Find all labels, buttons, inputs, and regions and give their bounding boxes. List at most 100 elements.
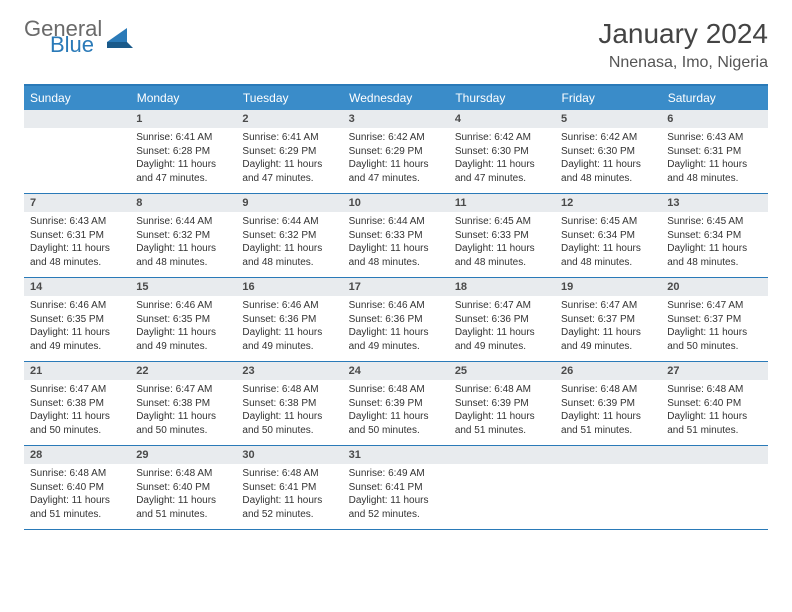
calendar-day-cell: 27Sunrise: 6:48 AMSunset: 6:40 PMDayligh… <box>661 362 767 446</box>
sunrise-line: Sunrise: 6:45 AM <box>667 215 761 229</box>
sunrise-line: Sunrise: 6:48 AM <box>242 383 336 397</box>
day-content: Sunrise: 6:44 AMSunset: 6:33 PMDaylight:… <box>343 212 449 277</box>
sunrise-line: Sunrise: 6:45 AM <box>561 215 655 229</box>
day-content: Sunrise: 6:46 AMSunset: 6:35 PMDaylight:… <box>24 296 130 361</box>
day-number: 28 <box>24 446 130 464</box>
day-content: Sunrise: 6:43 AMSunset: 6:31 PMDaylight:… <box>661 128 767 193</box>
daylight-line: Daylight: 11 hours and 47 minutes. <box>455 158 549 185</box>
logo-word-blue: Blue <box>50 34 102 56</box>
sunset-line: Sunset: 6:38 PM <box>242 397 336 411</box>
calendar-day-cell: 8Sunrise: 6:44 AMSunset: 6:32 PMDaylight… <box>130 194 236 278</box>
day-content: Sunrise: 6:48 AMSunset: 6:41 PMDaylight:… <box>236 464 342 529</box>
sunset-line: Sunset: 6:39 PM <box>455 397 549 411</box>
sunrise-line: Sunrise: 6:48 AM <box>30 467 124 481</box>
daylight-line: Daylight: 11 hours and 51 minutes. <box>136 494 230 521</box>
calendar-day-cell: 19Sunrise: 6:47 AMSunset: 6:37 PMDayligh… <box>555 278 661 362</box>
calendar-empty-cell <box>555 446 661 530</box>
daylight-line: Daylight: 11 hours and 47 minutes. <box>349 158 443 185</box>
day-number: 2 <box>236 110 342 128</box>
calendar-day-cell: 15Sunrise: 6:46 AMSunset: 6:35 PMDayligh… <box>130 278 236 362</box>
sunrise-line: Sunrise: 6:47 AM <box>561 299 655 313</box>
sunrise-line: Sunrise: 6:44 AM <box>242 215 336 229</box>
calendar-day-cell: 7Sunrise: 6:43 AMSunset: 6:31 PMDaylight… <box>24 194 130 278</box>
calendar-day-cell: 21Sunrise: 6:47 AMSunset: 6:38 PMDayligh… <box>24 362 130 446</box>
sunset-line: Sunset: 6:41 PM <box>242 481 336 495</box>
day-number: 23 <box>236 362 342 380</box>
day-content: Sunrise: 6:48 AMSunset: 6:38 PMDaylight:… <box>236 380 342 445</box>
calendar-day-cell: 29Sunrise: 6:48 AMSunset: 6:40 PMDayligh… <box>130 446 236 530</box>
sunrise-line: Sunrise: 6:44 AM <box>349 215 443 229</box>
daylight-line: Daylight: 11 hours and 50 minutes. <box>30 410 124 437</box>
sunrise-line: Sunrise: 6:44 AM <box>136 215 230 229</box>
weekday-header: Thursday <box>449 85 555 110</box>
day-number: 31 <box>343 446 449 464</box>
daylight-line: Daylight: 11 hours and 50 minutes. <box>136 410 230 437</box>
calendar-day-cell: 5Sunrise: 6:42 AMSunset: 6:30 PMDaylight… <box>555 110 661 194</box>
sunrise-line: Sunrise: 6:47 AM <box>667 299 761 313</box>
title-block: January 2024 Nnenasa, Imo, Nigeria <box>598 18 768 72</box>
day-number <box>24 110 130 128</box>
calendar-day-cell: 31Sunrise: 6:49 AMSunset: 6:41 PMDayligh… <box>343 446 449 530</box>
calendar-week-row: 7Sunrise: 6:43 AMSunset: 6:31 PMDaylight… <box>24 194 768 278</box>
day-number: 13 <box>661 194 767 212</box>
sunset-line: Sunset: 6:31 PM <box>30 229 124 243</box>
weekday-header-row: SundayMondayTuesdayWednesdayThursdayFrid… <box>24 85 768 110</box>
day-number: 6 <box>661 110 767 128</box>
sunset-line: Sunset: 6:31 PM <box>667 145 761 159</box>
sunrise-line: Sunrise: 6:48 AM <box>455 383 549 397</box>
day-content: Sunrise: 6:48 AMSunset: 6:40 PMDaylight:… <box>661 380 767 445</box>
day-content: Sunrise: 6:44 AMSunset: 6:32 PMDaylight:… <box>130 212 236 277</box>
calendar-empty-cell <box>24 110 130 194</box>
calendar-day-cell: 28Sunrise: 6:48 AMSunset: 6:40 PMDayligh… <box>24 446 130 530</box>
sunrise-line: Sunrise: 6:45 AM <box>455 215 549 229</box>
sunset-line: Sunset: 6:40 PM <box>136 481 230 495</box>
day-number: 17 <box>343 278 449 296</box>
day-content: Sunrise: 6:48 AMSunset: 6:40 PMDaylight:… <box>24 464 130 529</box>
calendar-day-cell: 23Sunrise: 6:48 AMSunset: 6:38 PMDayligh… <box>236 362 342 446</box>
logo: General Blue <box>24 18 135 56</box>
calendar-day-cell: 25Sunrise: 6:48 AMSunset: 6:39 PMDayligh… <box>449 362 555 446</box>
calendar-day-cell: 9Sunrise: 6:44 AMSunset: 6:32 PMDaylight… <box>236 194 342 278</box>
day-content: Sunrise: 6:46 AMSunset: 6:36 PMDaylight:… <box>236 296 342 361</box>
calendar-week-row: 28Sunrise: 6:48 AMSunset: 6:40 PMDayligh… <box>24 446 768 530</box>
daylight-line: Daylight: 11 hours and 48 minutes. <box>561 242 655 269</box>
day-number: 24 <box>343 362 449 380</box>
calendar-day-cell: 3Sunrise: 6:42 AMSunset: 6:29 PMDaylight… <box>343 110 449 194</box>
daylight-line: Daylight: 11 hours and 51 minutes. <box>561 410 655 437</box>
sunrise-line: Sunrise: 6:47 AM <box>455 299 549 313</box>
sunset-line: Sunset: 6:40 PM <box>667 397 761 411</box>
calendar-day-cell: 1Sunrise: 6:41 AMSunset: 6:28 PMDaylight… <box>130 110 236 194</box>
day-content: Sunrise: 6:48 AMSunset: 6:40 PMDaylight:… <box>130 464 236 529</box>
sunset-line: Sunset: 6:32 PM <box>242 229 336 243</box>
weekday-header: Friday <box>555 85 661 110</box>
month-title: January 2024 <box>598 18 768 50</box>
day-number: 3 <box>343 110 449 128</box>
day-number: 4 <box>449 110 555 128</box>
calendar-body: 1Sunrise: 6:41 AMSunset: 6:28 PMDaylight… <box>24 110 768 530</box>
sunset-line: Sunset: 6:37 PM <box>667 313 761 327</box>
day-content: Sunrise: 6:46 AMSunset: 6:36 PMDaylight:… <box>343 296 449 361</box>
day-content: Sunrise: 6:47 AMSunset: 6:38 PMDaylight:… <box>24 380 130 445</box>
day-content: Sunrise: 6:45 AMSunset: 6:34 PMDaylight:… <box>555 212 661 277</box>
sunrise-line: Sunrise: 6:48 AM <box>667 383 761 397</box>
calendar-day-cell: 4Sunrise: 6:42 AMSunset: 6:30 PMDaylight… <box>449 110 555 194</box>
daylight-line: Daylight: 11 hours and 50 minutes. <box>349 410 443 437</box>
day-content: Sunrise: 6:47 AMSunset: 6:37 PMDaylight:… <box>555 296 661 361</box>
day-content: Sunrise: 6:42 AMSunset: 6:29 PMDaylight:… <box>343 128 449 193</box>
day-number <box>449 446 555 464</box>
calendar-empty-cell <box>661 446 767 530</box>
sunrise-line: Sunrise: 6:46 AM <box>349 299 443 313</box>
day-content: Sunrise: 6:42 AMSunset: 6:30 PMDaylight:… <box>555 128 661 193</box>
sunrise-line: Sunrise: 6:48 AM <box>349 383 443 397</box>
header: General Blue January 2024 Nnenasa, Imo, … <box>24 18 768 72</box>
day-content <box>661 464 767 526</box>
day-number: 29 <box>130 446 236 464</box>
sunrise-line: Sunrise: 6:42 AM <box>349 131 443 145</box>
daylight-line: Daylight: 11 hours and 49 minutes. <box>349 326 443 353</box>
weekday-header: Tuesday <box>236 85 342 110</box>
daylight-line: Daylight: 11 hours and 47 minutes. <box>242 158 336 185</box>
calendar-week-row: 14Sunrise: 6:46 AMSunset: 6:35 PMDayligh… <box>24 278 768 362</box>
daylight-line: Daylight: 11 hours and 49 minutes. <box>242 326 336 353</box>
sunset-line: Sunset: 6:37 PM <box>561 313 655 327</box>
calendar-day-cell: 13Sunrise: 6:45 AMSunset: 6:34 PMDayligh… <box>661 194 767 278</box>
